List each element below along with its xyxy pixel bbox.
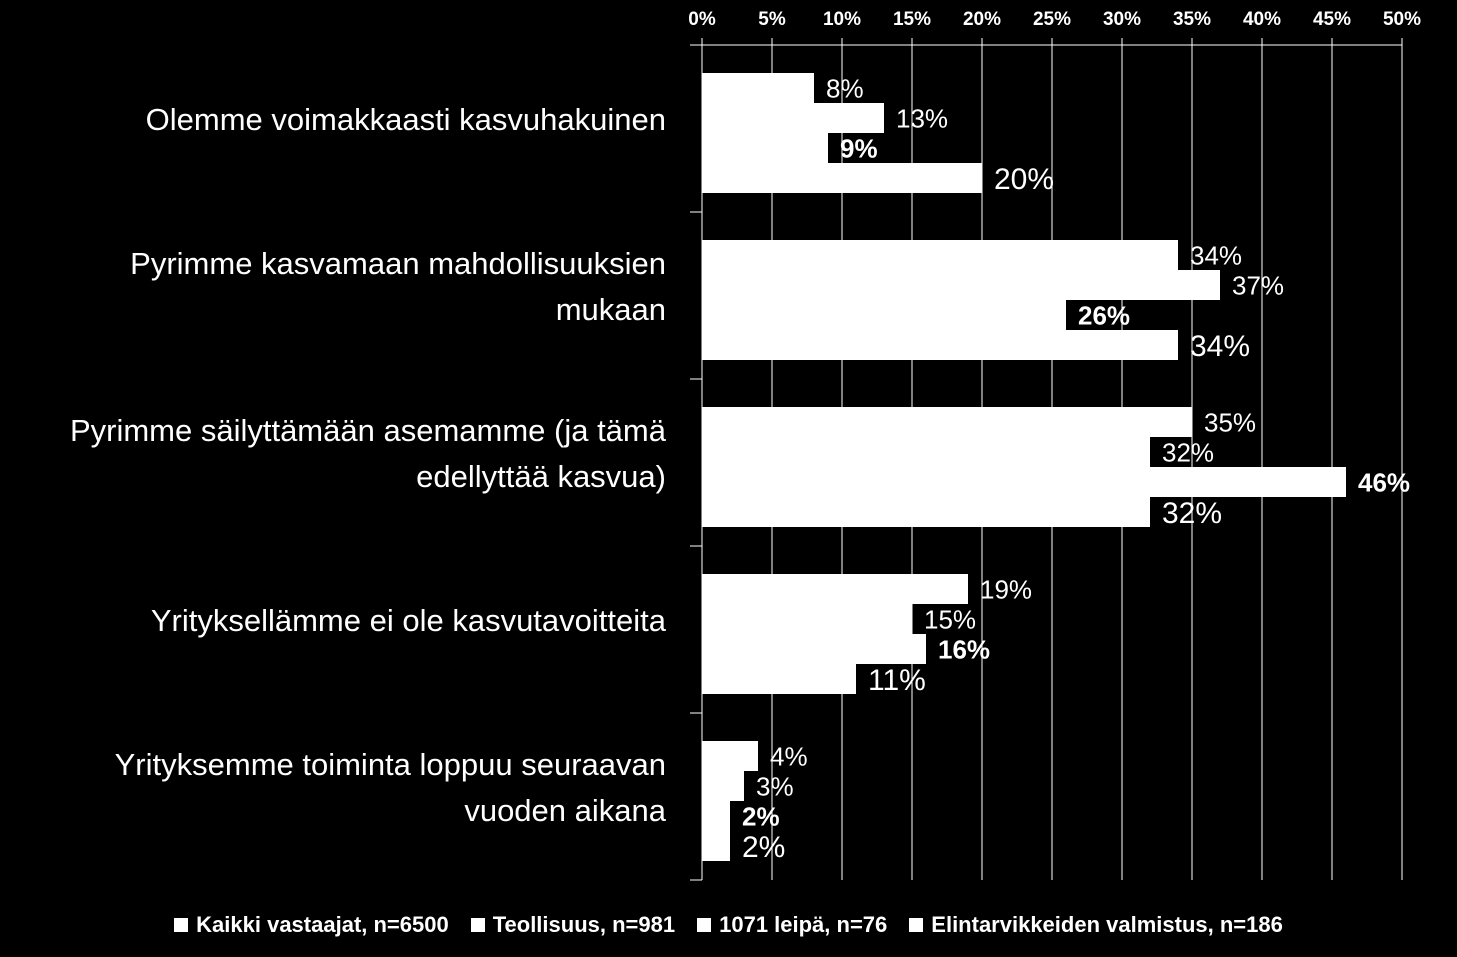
data-label: 15% — [924, 604, 976, 634]
category-label: Pyrimme säilyttämään asemamme (ja tämä ed… — [70, 413, 667, 494]
legend-label: Elintarvikkeiden valmistus, n=186 — [931, 912, 1283, 937]
legend-swatch — [470, 918, 485, 932]
bar — [702, 771, 744, 801]
bar — [702, 300, 1066, 330]
bar — [702, 407, 1192, 437]
legend-swatch — [909, 918, 924, 932]
bar — [702, 163, 982, 193]
x-tick-label: 0% — [688, 9, 716, 30]
x-tick-label: 35% — [1173, 9, 1211, 30]
x-tick-label: 30% — [1103, 9, 1141, 30]
data-label: 37% — [1232, 270, 1284, 300]
bar-chart-svg: 0% 5% 10% 15% 20% 25% 30% 35% 40% 45% 50% Olemme vo… — [70, 9, 1421, 881]
legend-swatch — [697, 918, 712, 932]
bar — [702, 664, 856, 694]
category-label-line: Pyrimme kasvamaan mahdollisuuksien — [130, 246, 666, 281]
data-label: 9% — [840, 133, 878, 163]
bar — [702, 240, 1178, 270]
x-tick-label: 5% — [758, 9, 786, 30]
bar — [702, 467, 1346, 497]
category-label-line: vuoden aikana — [464, 793, 666, 828]
category-label-line: mukaan — [556, 292, 666, 327]
legend: Kaikki vastaajat, n=6500 Teollisuus, n=9… — [0, 905, 1457, 945]
data-label: 32% — [1162, 497, 1222, 530]
category-label: Yrityksellämme ei ole kasvutavoitteita — [151, 603, 667, 638]
bar — [702, 574, 968, 604]
data-label: 4% — [770, 741, 808, 771]
data-label: 11% — [868, 664, 926, 697]
data-label: 19% — [980, 574, 1032, 604]
data-label: 13% — [896, 103, 948, 133]
x-tick-label: 15% — [893, 9, 931, 30]
category-label-line: Pyrimme säilyttämään asemamme (ja tämä — [70, 413, 667, 448]
data-label: 2% — [742, 831, 785, 864]
x-tick-label: 40% — [1243, 9, 1281, 30]
legend-label: Teollisuus, n=981 — [492, 912, 676, 937]
category-label: Yrityksemme toiminta loppuu seuraavan vuo… — [115, 747, 667, 828]
data-label: 2% — [742, 801, 780, 831]
category-label-line: Yrityksellämme ei ole kasvutavoitteita — [151, 603, 667, 638]
data-label: 16% — [938, 634, 990, 664]
bar — [702, 634, 926, 664]
bar — [702, 270, 1220, 300]
data-label: 32% — [1162, 437, 1214, 467]
category-label: Olemme voimakkaasti kasvuhakuinen — [146, 102, 666, 137]
bar — [702, 831, 730, 861]
bar — [702, 604, 912, 634]
legend-item-teollisuus: Teollisuus, n=981 — [470, 912, 676, 938]
legend-item-leipa: 1071 leipä, n=76 — [697, 912, 887, 938]
data-label: 34% — [1190, 330, 1250, 363]
data-label: 8% — [826, 73, 864, 103]
category-label-line: Yrityksemme toiminta loppuu seuraavan — [115, 747, 666, 782]
bar — [702, 73, 814, 103]
x-tick-label: 50% — [1383, 9, 1421, 30]
data-label: 26% — [1078, 300, 1130, 330]
legend-item-kaikki: Kaikki vastaajat, n=6500 — [174, 912, 449, 938]
data-label: 46% — [1358, 467, 1410, 497]
data-label: 34% — [1190, 240, 1242, 270]
legend-item-elintarvike: Elintarvikkeiden valmistus, n=186 — [909, 912, 1283, 938]
bar — [702, 801, 730, 831]
x-tick-label: 25% — [1033, 9, 1071, 30]
bar — [702, 497, 1150, 527]
legend-label: Kaikki vastaajat, n=6500 — [196, 912, 449, 937]
category-label-line: Olemme voimakkaasti kasvuhakuinen — [146, 102, 666, 137]
data-label: 20% — [994, 163, 1054, 196]
x-tick-label: 20% — [963, 9, 1001, 30]
bar — [702, 741, 758, 771]
data-label: 35% — [1204, 407, 1256, 437]
category-label-line: edellyttää kasvua) — [416, 459, 666, 494]
bar — [702, 103, 884, 133]
bar — [702, 133, 828, 163]
bar — [702, 330, 1178, 360]
legend-swatch — [174, 918, 189, 932]
category-label: Pyrimme kasvamaan mahdollisuuksien mukaan — [130, 246, 666, 327]
bar — [702, 437, 1150, 467]
data-label: 3% — [756, 771, 794, 801]
legend-label: 1071 leipä, n=76 — [719, 912, 888, 937]
x-tick-label: 10% — [823, 9, 861, 30]
x-tick-label: 45% — [1313, 9, 1351, 30]
